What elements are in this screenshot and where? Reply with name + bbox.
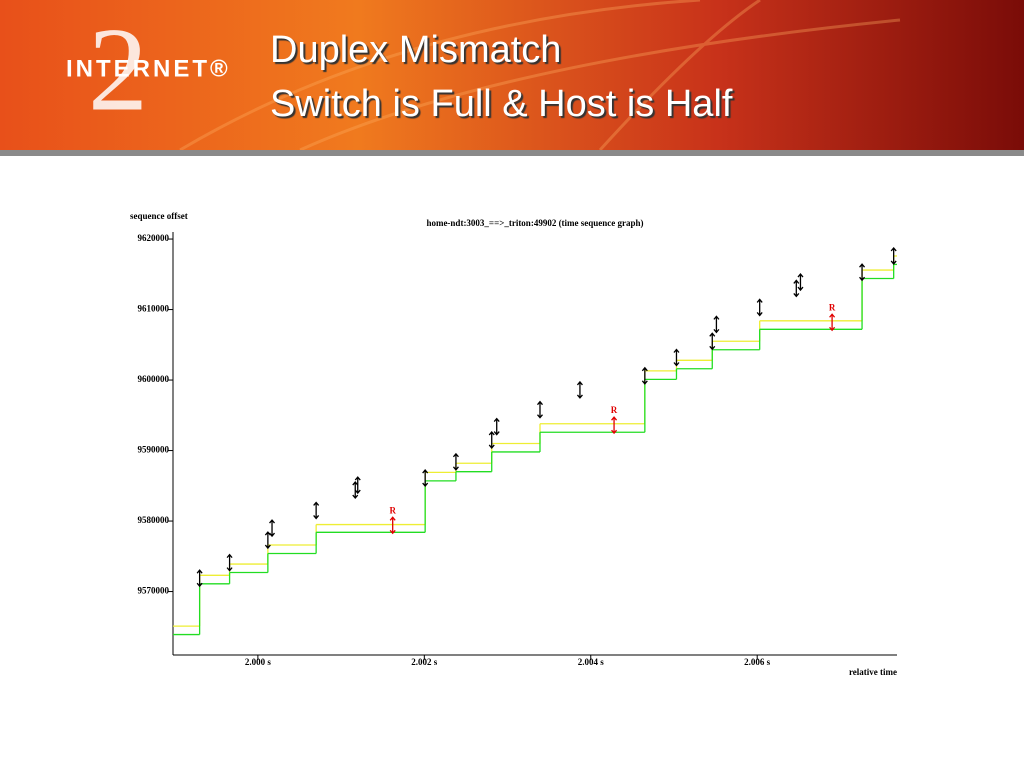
y-tick-label: 9570000	[138, 586, 170, 596]
retransmission	[611, 416, 618, 435]
segment	[354, 476, 361, 495]
segment	[756, 298, 763, 317]
segment-arrow	[576, 380, 583, 399]
y-tick-label: 9610000	[138, 304, 170, 314]
segment-arrow	[488, 430, 495, 449]
segment-arrow	[226, 553, 233, 572]
segment-arrow	[452, 452, 459, 471]
retransmission-label: R	[829, 302, 836, 312]
segment	[493, 417, 500, 436]
y-tick-label: 9590000	[138, 445, 170, 455]
segment	[352, 481, 359, 500]
retransmission	[389, 516, 396, 535]
segment	[673, 348, 680, 367]
x-tick-label: 2.002 s	[411, 657, 438, 667]
logo-text: INTERNET®	[66, 55, 231, 82]
segment-arrow	[269, 519, 276, 538]
segment	[264, 531, 271, 550]
segment-arrow	[709, 332, 716, 351]
x-tick-label: 2.000 s	[245, 657, 272, 667]
retransmission-arrow	[829, 313, 836, 332]
segment-arrow	[354, 476, 361, 495]
header-rule	[0, 150, 1024, 156]
title-line: Switch is Full & Host is Half	[270, 83, 733, 125]
logo-mark: 2	[88, 3, 148, 136]
segment-arrow	[793, 279, 800, 298]
segment-arrow	[422, 469, 429, 488]
segment-arrow	[493, 417, 500, 436]
segment-arrow	[536, 400, 543, 419]
segment-arrow	[352, 481, 359, 500]
segment-arrow	[859, 263, 866, 282]
retransmission-label: R	[611, 405, 618, 415]
segment-arrow	[313, 501, 320, 520]
segment-arrow	[890, 246, 897, 265]
segment	[797, 273, 804, 292]
title-line: Duplex Mismatch	[270, 29, 561, 71]
segment	[269, 519, 276, 538]
header-swoosh	[179, 0, 901, 152]
segment	[196, 569, 203, 588]
x-tick-label: 2.004 s	[578, 657, 605, 667]
segment-arrow	[797, 273, 804, 292]
segment	[641, 366, 648, 385]
segment	[422, 469, 429, 488]
segment	[576, 380, 583, 399]
segment-arrow	[641, 366, 648, 385]
segment	[793, 279, 800, 298]
y-tick-label: 9580000	[138, 515, 170, 525]
segment	[859, 263, 866, 282]
y-axis-label: sequence offset	[130, 211, 188, 221]
y-tick-label: 9620000	[138, 233, 170, 243]
title: Duplex Mismatch Switch is Full & Host is…	[270, 29, 733, 125]
segment	[313, 501, 320, 520]
retransmission-arrow	[389, 516, 396, 535]
segment-arrow	[196, 569, 203, 588]
segment	[713, 315, 720, 334]
segment	[536, 400, 543, 419]
segment-arrow	[756, 298, 763, 317]
segment-arrow	[713, 315, 720, 334]
x-axis-label: relative time	[849, 667, 897, 677]
segment	[452, 452, 459, 471]
chart-title: home-ndt:3003_==>_triton:49902 (time seq…	[426, 218, 643, 228]
segment	[890, 246, 897, 265]
retransmission-label: R	[389, 505, 396, 515]
y-tick-label: 9600000	[138, 374, 170, 384]
segment	[488, 430, 495, 449]
segment	[709, 332, 716, 351]
header-band	[0, 0, 1024, 150]
segment-arrow	[264, 531, 271, 550]
retransmission-arrow	[611, 416, 618, 435]
segment	[226, 553, 233, 572]
x-tick-label: 2.006 s	[744, 657, 771, 667]
retransmission	[829, 313, 836, 332]
chart: sequence offset home-ndt:3003_==>_triton…	[130, 211, 897, 677]
segment-arrow	[673, 348, 680, 367]
